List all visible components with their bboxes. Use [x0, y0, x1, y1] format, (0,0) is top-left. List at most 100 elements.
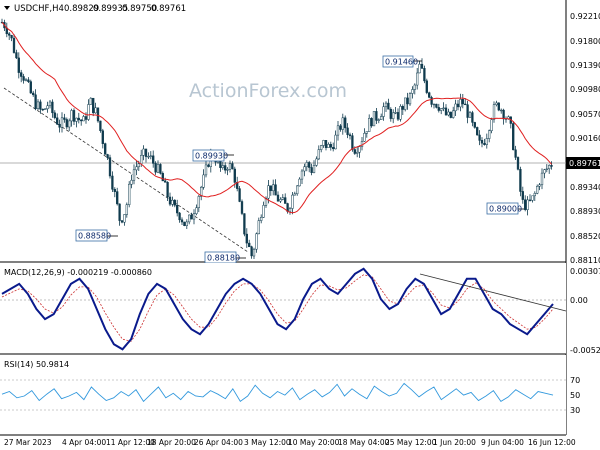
candle-body — [152, 155, 155, 164]
candle-body — [39, 101, 42, 110]
candle-body — [204, 164, 208, 176]
candle-body — [272, 184, 275, 192]
candle-body — [58, 123, 61, 128]
annotation-0.89000: 0.89000 — [486, 202, 524, 215]
candle-body — [224, 165, 227, 171]
ohlc-open: 0.89829 — [64, 4, 99, 14]
price-tick: 0.90160 — [570, 134, 600, 143]
candle-body — [106, 154, 109, 158]
candle-body — [293, 193, 296, 196]
candle-body — [512, 123, 515, 151]
candle-body — [264, 197, 268, 206]
candle-body — [459, 99, 462, 108]
candle-body — [22, 76, 25, 81]
candle-body — [156, 164, 160, 173]
candle-body — [466, 104, 469, 118]
price-tick: 0.88930 — [570, 207, 600, 216]
candle-body — [519, 169, 522, 192]
candle-body — [389, 108, 392, 119]
candle-body — [353, 149, 356, 154]
candle-body — [104, 143, 107, 155]
time-tick: 3 May 12:00 — [244, 438, 291, 447]
current-price-label: 0.89761 — [569, 159, 600, 168]
candle-body — [8, 33, 11, 36]
candle-body — [276, 194, 280, 202]
candle-body — [231, 163, 234, 170]
candle-body — [130, 179, 133, 185]
candle-body — [521, 191, 524, 200]
candle-body — [497, 102, 500, 111]
candle-body — [34, 94, 37, 109]
candle-body — [32, 92, 35, 96]
price-pane — [0, 0, 600, 262]
candle-body — [464, 103, 467, 106]
candle-body — [113, 189, 116, 192]
candle-body — [399, 106, 402, 120]
candle-body — [418, 63, 421, 74]
candle-body — [128, 183, 131, 205]
rsi-tick: 70 — [570, 376, 580, 385]
candle-body — [12, 37, 16, 53]
candle-body — [116, 191, 119, 205]
time-tick: 18 May 04:00 — [338, 438, 390, 447]
candle-body — [27, 79, 30, 82]
candle-body — [442, 107, 445, 109]
candle-body — [351, 135, 354, 150]
candle-body — [56, 117, 59, 125]
candle-body — [540, 172, 544, 186]
annotation-low-0.88180: 0.88180 — [204, 251, 246, 264]
candle-body — [288, 208, 292, 212]
candle-body — [188, 214, 191, 223]
candle-body — [228, 163, 232, 170]
candle-body — [147, 156, 150, 158]
candle-body — [545, 168, 548, 170]
candle-body — [89, 97, 92, 105]
time-tick: 18 Apr 20:00 — [147, 438, 196, 447]
candle-body — [516, 157, 520, 170]
candle-body — [478, 134, 481, 141]
candle-body — [471, 112, 474, 123]
candle-body — [411, 89, 414, 94]
candle-body — [262, 205, 265, 218]
candle-body — [348, 134, 352, 137]
ohlc-close: 0.89761 — [151, 4, 186, 14]
candle-body — [317, 149, 320, 160]
candle-body — [296, 185, 299, 195]
candle-body — [492, 104, 496, 120]
candle-body — [312, 165, 316, 173]
candle-body — [500, 109, 503, 112]
candle-body — [444, 107, 448, 116]
candle-body — [490, 119, 493, 131]
candle-body — [368, 118, 371, 132]
price-tick: 0.88110 — [570, 256, 600, 265]
candle-body — [305, 162, 308, 168]
candle-body — [440, 108, 443, 111]
dashed-trendline — [3, 87, 249, 253]
candle-body — [334, 134, 337, 150]
ohlc-low: 0.89750 — [122, 4, 157, 14]
candle-body — [531, 195, 534, 201]
candle-body — [327, 144, 330, 148]
time-tick: 4 Apr 04:00 — [62, 438, 106, 447]
candle-body — [255, 233, 258, 250]
candle-body — [197, 196, 200, 208]
candle-body — [29, 81, 32, 94]
candle-body — [336, 125, 340, 136]
annotation-high-0.91460: 0.91460 — [382, 55, 422, 68]
candle-body — [142, 148, 145, 156]
price-tick: 0.88520 — [570, 232, 600, 241]
moving-average-line — [1, 21, 552, 214]
candle-body — [178, 212, 181, 221]
candle-body — [120, 220, 124, 223]
candle-body — [154, 163, 157, 173]
candle-body — [375, 111, 378, 121]
candle-body — [344, 117, 347, 129]
candle-body — [485, 138, 488, 145]
candle-body — [101, 130, 104, 144]
candle-body — [406, 97, 409, 105]
dropdown-triangle-icon[interactable] — [4, 6, 10, 10]
candle-body — [250, 246, 253, 257]
candle-body — [260, 217, 263, 221]
candle-body — [233, 168, 236, 183]
candle-body — [435, 103, 438, 108]
